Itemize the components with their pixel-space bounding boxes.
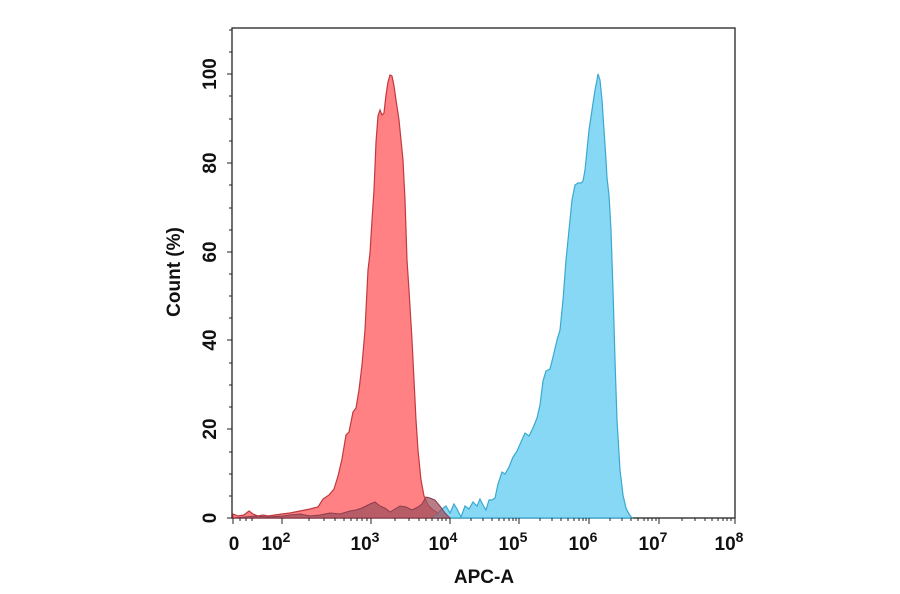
target-histogram-blue: [429, 73, 634, 519]
x-tick-1e8: 108: [715, 529, 744, 555]
overlap-region: [232, 496, 452, 519]
x-tick-1e2: 102: [262, 529, 291, 555]
y-tick-0: 0: [200, 513, 221, 524]
y-axis-ticks: [227, 29, 232, 519]
x-axis-title: APC-A: [454, 567, 514, 588]
x-tick-1e4: 104: [429, 529, 458, 555]
y-tick-labels: 0 20 40 60 80 100: [200, 58, 221, 523]
x-tick-labels: 0 102 103 104 105 106 107 108: [229, 529, 744, 555]
x-tick-1e7: 107: [639, 529, 668, 555]
x-axis-ticks: [232, 518, 736, 524]
y-tick-60: 60: [200, 241, 221, 262]
y-tick-80: 80: [200, 152, 221, 173]
x-tick-1e5: 105: [499, 529, 528, 555]
x-tick-1e3: 103: [351, 529, 380, 555]
y-tick-20: 20: [200, 418, 221, 439]
y-tick-100: 100: [200, 58, 221, 90]
x-tick-1e6: 106: [569, 529, 598, 555]
y-tick-40: 40: [200, 329, 221, 350]
control-histogram-red: [232, 74, 451, 519]
plot-frame: [231, 27, 736, 519]
x-tick-0: 0: [229, 534, 240, 555]
y-axis-title: Count (%): [164, 227, 185, 317]
